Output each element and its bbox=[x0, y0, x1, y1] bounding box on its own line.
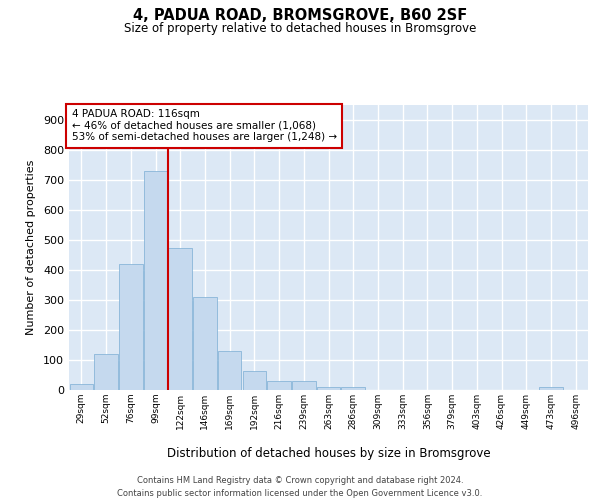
Text: Distribution of detached houses by size in Bromsgrove: Distribution of detached houses by size … bbox=[167, 448, 491, 460]
Bar bbox=[193, 297, 217, 390]
Bar bbox=[70, 384, 93, 390]
Bar bbox=[317, 387, 340, 390]
Bar bbox=[341, 387, 365, 390]
Text: Contains HM Land Registry data © Crown copyright and database right 2024.
Contai: Contains HM Land Registry data © Crown c… bbox=[118, 476, 482, 498]
Text: 4 PADUA ROAD: 116sqm
← 46% of detached houses are smaller (1,068)
53% of semi-de: 4 PADUA ROAD: 116sqm ← 46% of detached h… bbox=[71, 110, 337, 142]
Bar bbox=[169, 248, 192, 390]
Bar bbox=[119, 264, 143, 390]
Bar bbox=[539, 387, 563, 390]
Bar bbox=[94, 354, 118, 390]
Y-axis label: Number of detached properties: Number of detached properties bbox=[26, 160, 36, 335]
Bar bbox=[268, 381, 291, 390]
Bar bbox=[218, 351, 241, 390]
Bar bbox=[242, 370, 266, 390]
Text: Size of property relative to detached houses in Bromsgrove: Size of property relative to detached ho… bbox=[124, 22, 476, 35]
Text: 4, PADUA ROAD, BROMSGROVE, B60 2SF: 4, PADUA ROAD, BROMSGROVE, B60 2SF bbox=[133, 8, 467, 22]
Bar bbox=[144, 171, 167, 390]
Bar bbox=[292, 381, 316, 390]
